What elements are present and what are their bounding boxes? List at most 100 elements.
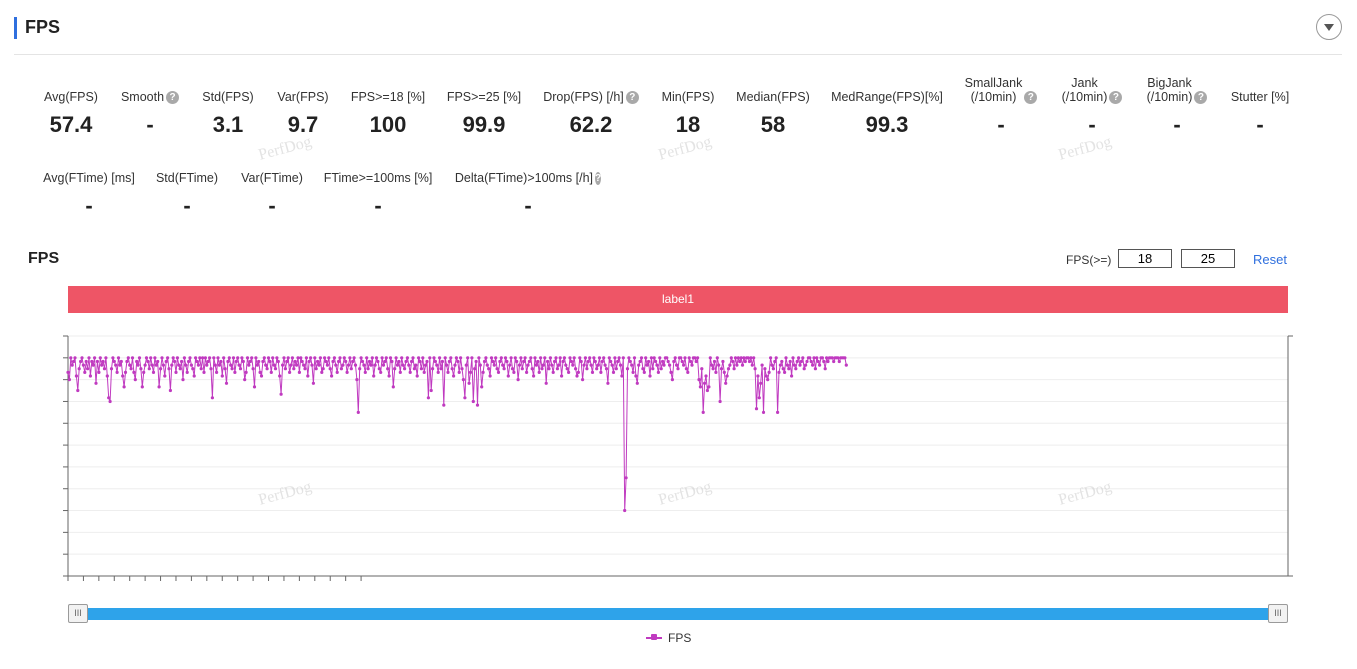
fps-data-point xyxy=(206,359,210,364)
fps-data-point xyxy=(316,359,320,364)
fps-data-point xyxy=(698,385,703,389)
fps-threshold-low-input[interactable] xyxy=(1118,249,1172,268)
fps-data-point xyxy=(187,359,191,364)
fps-data-point xyxy=(593,359,597,364)
fps-data-point xyxy=(736,356,740,360)
stat-medrange-fps: MedRange(FPS)[%] 99.3 xyxy=(817,76,957,138)
fps-data-point xyxy=(589,363,593,367)
label-band[interactable]: label1 xyxy=(68,286,1288,313)
fps-data-point xyxy=(173,359,177,364)
reset-link[interactable]: Reset xyxy=(1253,252,1287,267)
help-icon[interactable]: ? xyxy=(166,91,180,104)
fps-data-point xyxy=(331,359,335,364)
help-icon[interactable]: ? xyxy=(1109,91,1123,104)
fps-data-point xyxy=(753,367,757,371)
fps-data-point xyxy=(480,385,484,389)
fps-data-point xyxy=(271,356,275,360)
help-icon[interactable]: ? xyxy=(595,172,602,185)
fps-data-point xyxy=(320,370,324,374)
fps-data-point xyxy=(445,363,449,367)
fps-data-point xyxy=(505,359,509,364)
fps-data-point xyxy=(90,359,94,364)
fps-data-point xyxy=(129,367,133,371)
fps-data-point xyxy=(247,363,251,367)
stat-fps-25: FPS>=25 [%] 99.9 xyxy=(414,76,554,138)
fps-data-point xyxy=(372,374,376,378)
fps-data-point xyxy=(454,356,458,360)
fps-data-point xyxy=(160,356,164,360)
fps-data-point xyxy=(516,378,520,382)
fps-data-point xyxy=(66,370,70,374)
fps-data-point xyxy=(618,363,623,367)
fps-data-point xyxy=(508,363,512,367)
fps-data-point xyxy=(351,359,355,364)
fps-data-point xyxy=(286,356,290,360)
fps-data-point xyxy=(647,359,651,364)
fps-data-point xyxy=(126,356,130,360)
fps-data-point xyxy=(265,367,269,371)
fps-data-point xyxy=(192,374,196,378)
fps-data-point xyxy=(292,367,296,371)
fps-data-point xyxy=(670,378,675,382)
stat-ftime-100ms: FTime>=100ms [%] - xyxy=(308,157,448,219)
fps-data-point xyxy=(624,476,628,480)
fps-data-point xyxy=(180,359,184,364)
fps-data-point xyxy=(813,367,818,371)
stat-label-text: Var(FPS) xyxy=(277,90,329,104)
fps-data-point xyxy=(571,363,575,367)
fps-data-point xyxy=(761,410,766,414)
fps-data-point xyxy=(317,363,321,367)
fps-data-point xyxy=(443,356,447,360)
fps-data-point xyxy=(411,356,415,360)
fps-data-point xyxy=(154,363,158,367)
fps-data-point xyxy=(457,370,461,374)
stat-value: - xyxy=(146,112,154,137)
stat-label: FTime>=100ms [%] xyxy=(308,157,448,185)
fps-data-point xyxy=(363,370,367,374)
help-icon[interactable]: ? xyxy=(1194,91,1208,104)
fps-data-point xyxy=(306,374,310,378)
fps-data-point xyxy=(132,370,136,374)
fps-data-point xyxy=(718,399,722,404)
stat-value: 58 xyxy=(760,112,786,137)
fps-data-point xyxy=(202,370,206,374)
fps-data-point xyxy=(774,356,778,360)
fps-line-chart xyxy=(63,335,1293,581)
fps-data-point xyxy=(532,374,536,378)
fps-data-point xyxy=(359,356,363,360)
chart-legend[interactable]: FPS xyxy=(646,631,691,645)
zoom-slider-track[interactable] xyxy=(78,608,1278,620)
fps-data-point xyxy=(345,370,349,374)
fps-data-point xyxy=(767,370,771,374)
fps-data-point xyxy=(84,359,88,364)
fps-data-point xyxy=(539,356,543,360)
stat-var-fps: Var(FPS) 9.7 xyxy=(233,76,373,138)
help-icon[interactable]: ? xyxy=(625,91,639,104)
fps-data-point xyxy=(823,367,827,371)
fps-data-point xyxy=(313,356,317,360)
fps-data-point xyxy=(609,359,613,364)
zoom-slider-left-handle[interactable]: III xyxy=(68,604,88,623)
fps-threshold-high-input[interactable] xyxy=(1181,249,1235,268)
stat-value: 99.9 xyxy=(462,112,506,137)
fps-data-point xyxy=(374,356,379,360)
fps-data-point xyxy=(302,363,306,367)
fps-data-point xyxy=(279,392,283,396)
zoom-slider[interactable]: III III xyxy=(68,604,1288,624)
help-icon[interactable]: ? xyxy=(1024,91,1038,104)
collapse-dropdown-icon[interactable] xyxy=(1316,14,1342,40)
fps-data-point xyxy=(668,363,672,367)
fps-data-point xyxy=(707,385,711,389)
fps-data-point xyxy=(547,367,551,371)
fps-data-point xyxy=(273,367,278,371)
fps-data-point xyxy=(261,359,265,364)
stat-label: Std(FPS) xyxy=(158,76,298,104)
fps-data-point xyxy=(447,359,451,364)
stat-label-text: Delta(FTime)>100ms [/h] xyxy=(454,171,594,185)
fps-data-point xyxy=(227,356,231,360)
fps-data-point xyxy=(377,367,381,371)
zoom-slider-right-handle[interactable]: III xyxy=(1268,604,1288,623)
fps-data-point xyxy=(257,359,261,364)
fps-data-point xyxy=(251,367,255,371)
fps-data-point xyxy=(729,356,733,360)
